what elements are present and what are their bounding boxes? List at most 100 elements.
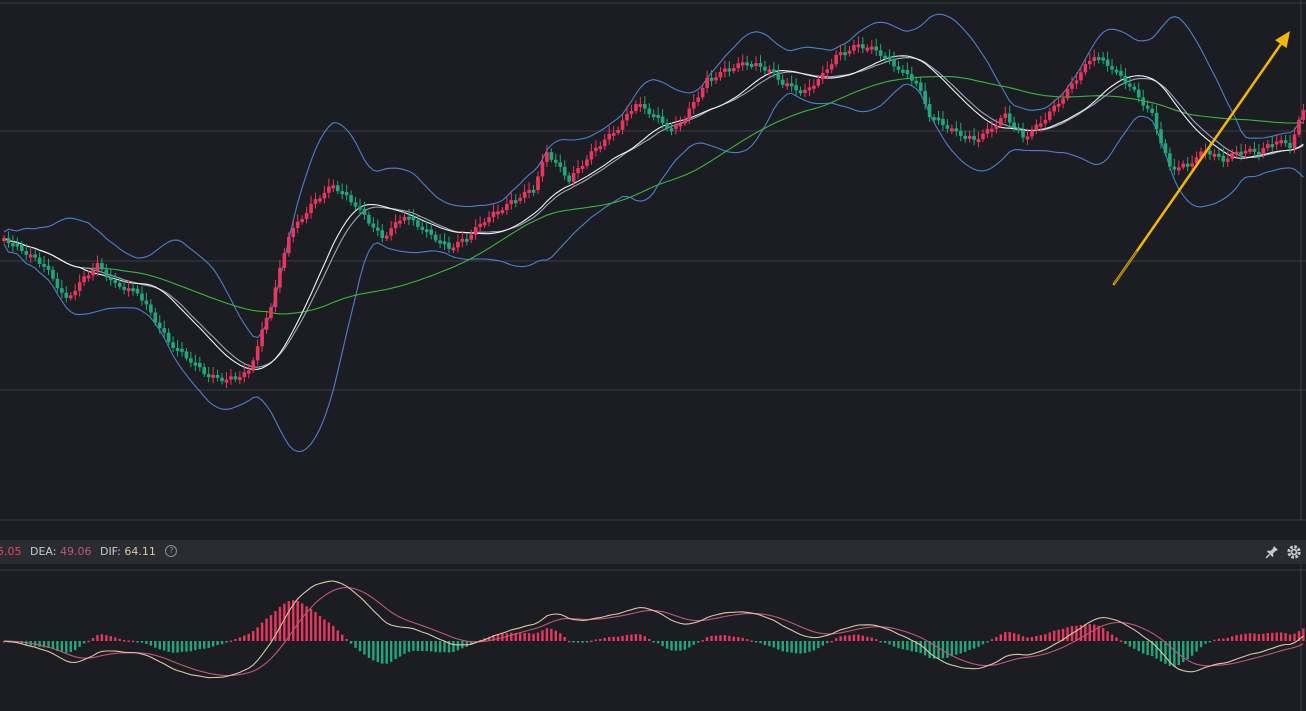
candle-down (140, 286, 144, 306)
candle-body (220, 377, 224, 382)
candle-body (269, 307, 273, 318)
candle-body (304, 212, 309, 220)
bollinger-upper-line (3, 13, 1304, 339)
macd-bar-negative (763, 641, 767, 646)
candle-down (843, 44, 847, 61)
macd-bar-positive (496, 634, 500, 641)
candle-down (51, 266, 55, 282)
candle-up (393, 214, 398, 234)
candle-body (1177, 167, 1181, 171)
macd-bar-positive (1226, 637, 1229, 641)
macd-bar-negative (149, 641, 153, 646)
candle-body (1003, 113, 1008, 118)
candle-up (545, 144, 549, 167)
candle-up (522, 184, 527, 204)
candle-down (1150, 103, 1154, 117)
candle-body (611, 132, 616, 136)
macd-indicator-pane[interactable] (0, 564, 1306, 711)
macd-bar-positive (2, 641, 6, 643)
candle-up (990, 120, 994, 138)
macd-bar-positive (995, 637, 998, 641)
candle-body (740, 62, 745, 66)
candle-down (794, 78, 798, 96)
candle-body (723, 68, 727, 72)
candle-body (322, 192, 327, 199)
macd-bar-negative (194, 641, 197, 651)
candle-up (1083, 59, 1088, 76)
gear-icon[interactable] (1286, 544, 1302, 560)
candle-body (500, 210, 505, 214)
macd-bar-negative (910, 641, 913, 652)
candle-body (941, 118, 945, 126)
candle-down (963, 130, 967, 143)
candle-body (100, 262, 104, 270)
candle-body (1119, 70, 1123, 76)
candle-body (1252, 148, 1257, 152)
candle-up (456, 234, 460, 253)
pin-icon[interactable] (1264, 544, 1280, 560)
macd-bar-positive (1244, 633, 1247, 641)
bollinger-middle-line (3, 57, 1304, 368)
candle-down (878, 44, 883, 61)
macd-bar-negative (928, 641, 931, 658)
candle-up (295, 214, 300, 234)
macd-bar-negative (1133, 641, 1136, 649)
candle-down (362, 201, 367, 220)
candle-body (1221, 155, 1226, 162)
macd-bar-negative (69, 641, 72, 653)
candle-body (540, 161, 545, 177)
candle-body (571, 173, 576, 182)
candle-down (1217, 148, 1221, 161)
candle-down (215, 369, 220, 382)
candle-body (478, 223, 482, 228)
candle-body (869, 46, 874, 50)
candle-body (896, 66, 901, 70)
candle-down (923, 82, 927, 110)
candle-body (1083, 64, 1088, 73)
candle-up (852, 39, 856, 55)
candle-body (1243, 150, 1248, 154)
candle-body (1239, 151, 1243, 155)
candle-body (736, 63, 741, 69)
macd-bar-negative (381, 641, 384, 664)
macd-bar-negative (826, 641, 829, 644)
macd-bar-negative (412, 641, 415, 651)
macd-bar-positive (114, 637, 117, 641)
candle-down (424, 221, 429, 238)
trend-arrow-annotation[interactable] (1112, 31, 1290, 286)
candle-down (776, 64, 781, 86)
candle-body (1096, 57, 1101, 61)
candle-body (1070, 83, 1074, 89)
macd-bar-negative (349, 641, 353, 644)
candle-up (1052, 99, 1056, 116)
macd-bar-positive (300, 603, 304, 641)
ma-green-line (3, 75, 1304, 315)
candle-down (202, 363, 207, 377)
candle-body (1056, 103, 1061, 107)
candle-body (353, 202, 358, 207)
candle-up (126, 280, 131, 297)
question-circle-icon[interactable]: ? (165, 545, 178, 557)
macd-bar-positive (243, 635, 246, 641)
candle-body (1283, 140, 1288, 144)
candle-body (68, 295, 73, 299)
candle-down (416, 215, 420, 230)
candle-body (536, 176, 540, 191)
candle-body (518, 197, 522, 201)
candle-up (1234, 145, 1239, 159)
candle-up (589, 143, 594, 165)
macd-bar-negative (367, 641, 371, 658)
candle-up (95, 255, 100, 276)
price-chart-pane[interactable] (0, 0, 1306, 540)
macd-bar-negative (808, 641, 811, 652)
candle-body (678, 123, 683, 127)
candle-body (1301, 110, 1306, 120)
candle-down (180, 341, 184, 357)
candle-body (491, 211, 496, 218)
candle-body (402, 216, 407, 221)
candle-body (398, 220, 402, 224)
macd-bar-positive (487, 636, 491, 641)
macd-bar-negative (1177, 641, 1180, 666)
candle-body (1012, 122, 1016, 128)
macd-bar-positive (1248, 633, 1252, 641)
